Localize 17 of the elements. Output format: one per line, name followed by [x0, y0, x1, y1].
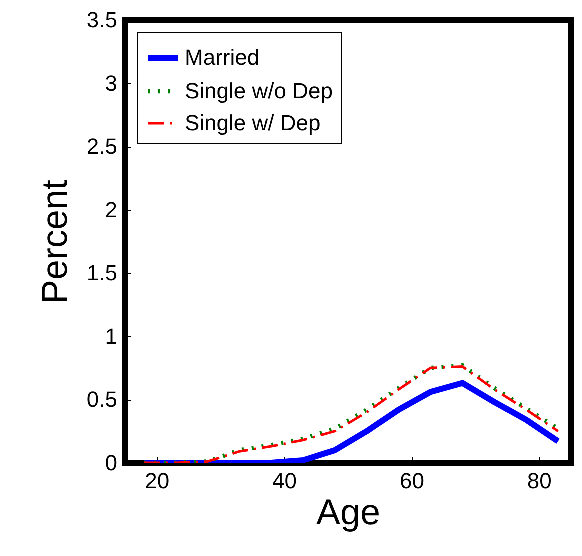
y-tick-label: 3.5 — [86, 8, 118, 32]
y-axis-title: Percent — [34, 180, 75, 304]
x-tick-label: 80 — [527, 468, 552, 494]
y-tick-label: 3 — [105, 70, 118, 96]
x-axis-title: Age — [316, 492, 381, 532]
x-tick-label: 20 — [145, 468, 170, 494]
y-tick-label: 0.5 — [86, 387, 118, 412]
legend-label: Single w/o Dep — [185, 78, 333, 104]
y-tick-label: 2.5 — [86, 134, 118, 160]
x-tick-label: 40 — [272, 468, 298, 494]
y-tick-label: 1.5 — [86, 260, 118, 286]
legend-label: Married — [185, 45, 260, 70]
x-tick-label: 60 — [400, 468, 424, 494]
y-tick-label: 2 — [105, 197, 118, 222]
y-tick-label: 0 — [105, 450, 118, 476]
y-tick-label: 1 — [105, 324, 118, 349]
legend-label: Single w/ Dep — [185, 110, 321, 136]
